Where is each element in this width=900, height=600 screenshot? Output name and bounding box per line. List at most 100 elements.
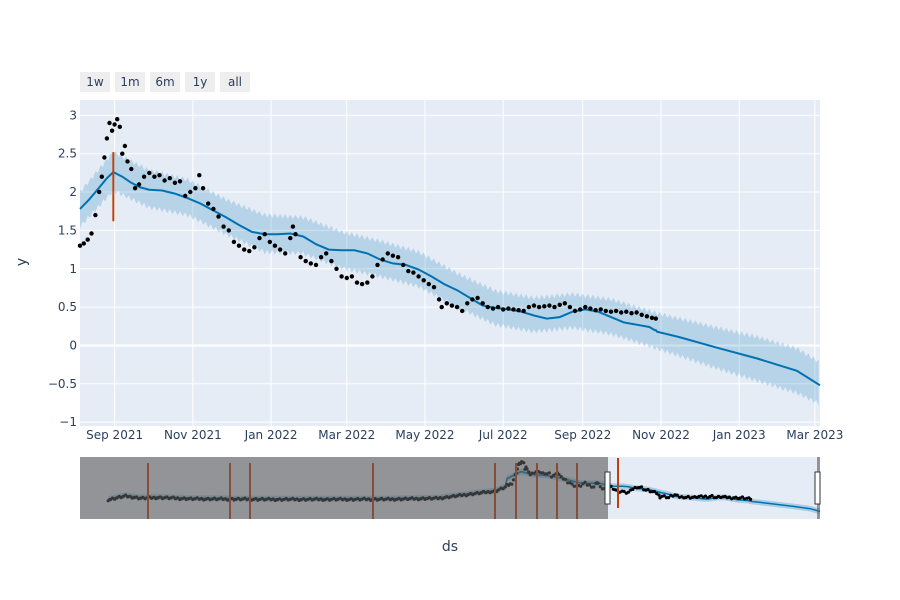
observed-point: [112, 122, 117, 127]
y-tick-label: 0: [69, 338, 77, 352]
range-button-1w[interactable]: 1w: [80, 72, 110, 92]
uncertainty-band-layer: [80, 151, 819, 406]
observed-point: [653, 316, 658, 321]
observed-point: [613, 308, 619, 314]
observed-point: [562, 301, 567, 306]
observed-point: [365, 280, 370, 285]
slider-point: [639, 485, 644, 489]
slider-point: [675, 493, 679, 497]
y-tick-label: 1.5: [58, 223, 77, 237]
observed-point: [598, 307, 603, 312]
x-tick-label: Sep 2021: [86, 428, 143, 442]
observed-point: [608, 309, 614, 314]
slider-point: [657, 493, 661, 497]
y-tick-label: 3: [69, 108, 77, 122]
observed-point: [132, 186, 138, 191]
x-tick-label: Jan 2023: [712, 428, 766, 442]
slider-point: [667, 496, 671, 500]
observed-point: [226, 228, 231, 233]
observed-point: [329, 258, 334, 264]
observed-point: [521, 308, 526, 314]
observed-point: [324, 251, 329, 256]
uncertainty-band: [80, 151, 819, 406]
observed-point: [624, 309, 629, 314]
observed-point: [109, 128, 115, 133]
range-slider-right-handle[interactable]: [814, 471, 821, 505]
observed-point: [167, 176, 172, 181]
observed-point: [129, 166, 134, 172]
observed-point: [242, 247, 247, 252]
observed-point: [470, 297, 475, 302]
observed-point: [359, 281, 365, 287]
slider-point: [622, 489, 626, 493]
observed-point: [465, 301, 470, 306]
x-tick-label: Sep 2022: [554, 428, 611, 442]
observed-point: [267, 239, 272, 245]
observed-point: [107, 120, 112, 126]
observed-point: [298, 255, 303, 260]
range-button-background: [115, 72, 145, 92]
observed-point: [141, 174, 147, 179]
observed-point: [583, 304, 588, 310]
observed-point: [390, 253, 396, 258]
observed-point: [649, 315, 655, 320]
observed-point: [629, 311, 634, 316]
observed-point: [439, 304, 444, 310]
observed-point: [588, 306, 593, 311]
slider-point: [662, 494, 666, 498]
y-axis-ticks: 3 2.5 2 1.5 1 0.5 0 −0.5 −1: [48, 108, 77, 429]
observed-point: [603, 308, 608, 314]
observed-point: [344, 275, 349, 281]
range-slider[interactable]: [80, 457, 821, 519]
observed-point: [290, 224, 296, 229]
observed-point: [77, 243, 83, 248]
observed-point: [172, 180, 178, 185]
observed-point: [567, 304, 573, 310]
slider-point: [631, 487, 635, 491]
forecast-line-layer: [79, 170, 821, 387]
range-slider-left-handle[interactable]: [604, 471, 611, 505]
plot-area: [80, 100, 820, 426]
slider-point: [710, 493, 714, 498]
observed-point: [177, 179, 183, 184]
y-tick-label: 2.5: [58, 147, 77, 161]
observed-point: [557, 302, 562, 307]
observed-point: [385, 251, 390, 256]
observed-point: [480, 301, 485, 306]
observed-point: [89, 231, 94, 236]
observed-point: [318, 255, 324, 260]
range-button-label: all: [228, 75, 242, 89]
observed-point: [406, 268, 411, 274]
observed-point: [102, 155, 107, 160]
observed-point: [188, 189, 193, 195]
x-tick-label: Nov 2021: [164, 428, 222, 442]
x-tick-label: Jul 2022: [478, 428, 528, 442]
observed-point: [303, 258, 308, 264]
x-axis-ticks: Sep 2021 Nov 2021 Jan 2022 Mar 2022 May 2022…: [86, 428, 843, 442]
observed-point: [339, 274, 344, 279]
slider-point: [740, 495, 745, 499]
observed-point: [99, 174, 105, 179]
range-button-all[interactable]: all: [220, 72, 250, 92]
observed-point: [547, 303, 552, 308]
observed-point: [277, 247, 283, 252]
range-button-background: [150, 72, 180, 92]
observed-point: [147, 170, 152, 176]
observed-point: [526, 304, 532, 310]
observed-point: [308, 261, 313, 266]
x-axis-title: ds: [442, 539, 458, 555]
observed-points-layer: [77, 117, 658, 321]
observed-point: [115, 117, 120, 122]
slider-point: [646, 487, 650, 492]
range-button-1y[interactable]: 1y: [185, 72, 215, 92]
observed-point: [401, 262, 406, 268]
range-slider-mask-left: [80, 457, 608, 519]
y-tick-label: 1: [69, 262, 77, 276]
observed-point: [421, 278, 426, 283]
observed-point: [572, 308, 578, 314]
observed-point: [262, 232, 267, 237]
range-button-6m[interactable]: 6m: [150, 72, 180, 92]
range-button-1m[interactable]: 1m: [115, 72, 145, 92]
observed-point: [516, 308, 521, 313]
x-tick-label: May 2022: [395, 428, 454, 442]
